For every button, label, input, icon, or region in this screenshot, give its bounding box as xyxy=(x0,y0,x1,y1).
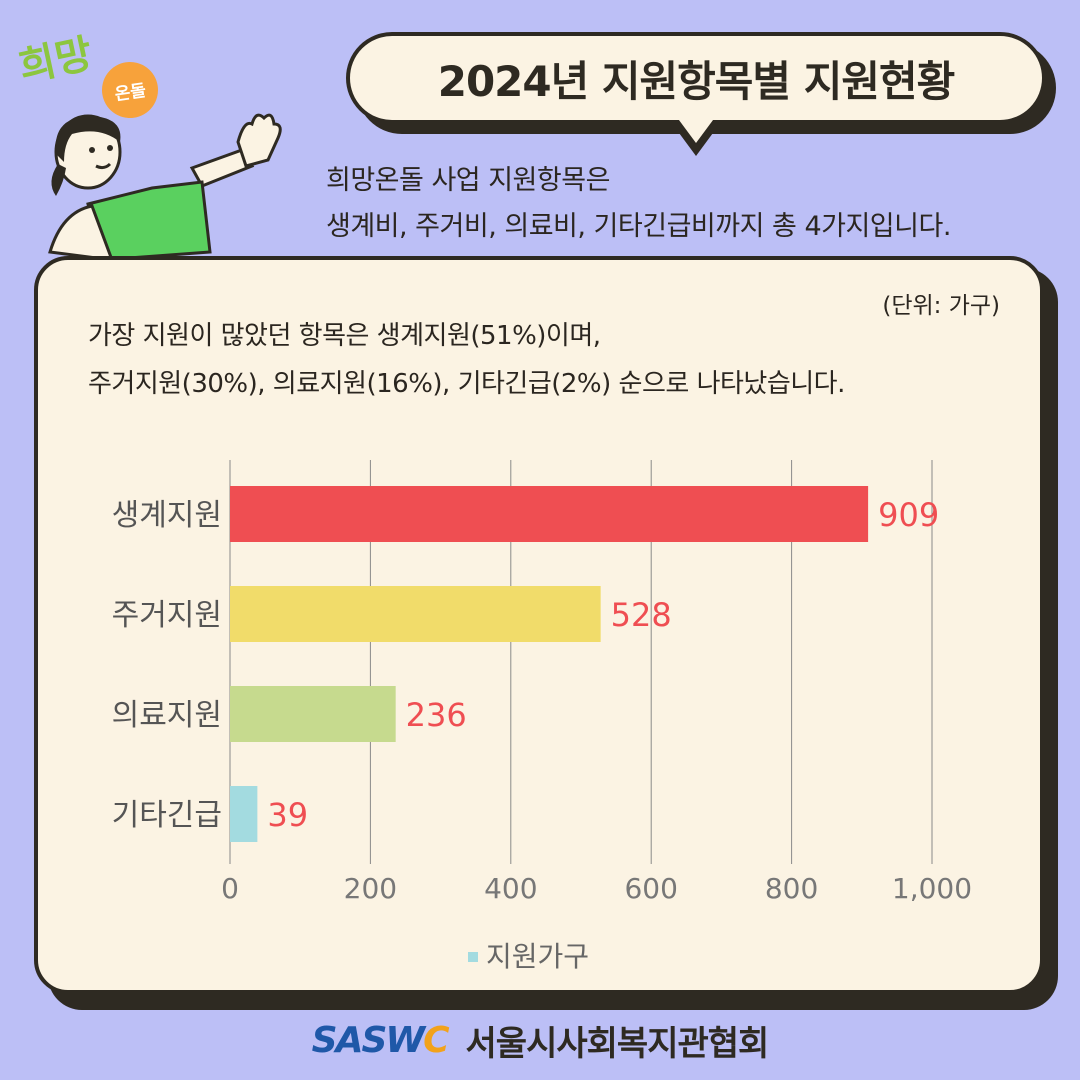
x-tick-label: 1,000 xyxy=(892,872,972,905)
intro-text: 희망온돌 사업 지원항목은 생계비, 주거비, 의료비, 기타긴급비까지 총 4… xyxy=(326,158,951,250)
organization-name: 서울시사회복지관협회 xyxy=(465,1023,770,1064)
x-tick-label: 600 xyxy=(624,872,677,905)
summary-line-2: 주거지원(30%), 의료지원(16%), 기타긴급(2%) 순으로 나타났습니… xyxy=(88,369,845,399)
summary-text: 가장 지원이 많았던 항목은 생계지원(51%)이며, 주거지원(30%), 의… xyxy=(88,312,845,408)
bar xyxy=(230,686,396,742)
saswc-logo: SASWC xyxy=(311,1019,450,1061)
data-label: 909 xyxy=(878,496,939,534)
intro-line-1: 희망온돌 사업 지원항목은 xyxy=(326,165,610,196)
legend-label: 지원가구 xyxy=(486,940,589,973)
page-title: 2024년 지원항목별 지원현황 xyxy=(437,56,956,106)
bar xyxy=(230,586,601,642)
x-tick-label: 0 xyxy=(221,872,239,905)
category-label: 의료지원 xyxy=(112,698,222,733)
logo: 희망 온돌 xyxy=(14,22,162,122)
legend-swatch xyxy=(468,952,478,962)
data-label: 528 xyxy=(611,596,672,634)
category-label: 기타긴급 xyxy=(112,798,222,833)
bubble-tail-inner xyxy=(676,116,716,143)
footer: SASWC 서울시사회복지관협회 xyxy=(0,1012,1080,1068)
saswc-c: C xyxy=(423,1019,449,1061)
data-label: 39 xyxy=(267,796,308,834)
bar-chart: 0 200 400 600 800 1,000 생계지원 909 주거지원 528 의료지원 236 기… xyxy=(112,460,972,973)
summary-line-1: 가장 지원이 많았던 항목은 생계지원(51%)이며, xyxy=(88,321,601,351)
x-tick-label: 400 xyxy=(484,872,537,905)
saswc-text: SASW xyxy=(311,1019,425,1061)
bar xyxy=(230,486,869,542)
category-label: 생계지원 xyxy=(112,498,222,533)
category-label: 주거지원 xyxy=(112,598,222,633)
logo-text: 희망 xyxy=(14,29,97,92)
unit-label: (단위: 가구) xyxy=(882,293,1000,319)
x-tick-label: 200 xyxy=(344,872,397,905)
bar xyxy=(230,786,258,842)
data-label: 236 xyxy=(406,696,467,734)
title-bubble: 2024년 지원항목별 지원현황 xyxy=(346,32,1046,124)
intro-line-2: 생계비, 주거비, 의료비, 기타긴급비까지 총 4가지입니다. xyxy=(326,211,951,242)
character-illustration-icon xyxy=(48,113,282,262)
x-tick-label: 800 xyxy=(765,872,818,905)
content-card: (단위: 가구) 가장 지원이 많았던 항목은 생계지원(51%)이며, 주거지… xyxy=(34,256,1044,994)
